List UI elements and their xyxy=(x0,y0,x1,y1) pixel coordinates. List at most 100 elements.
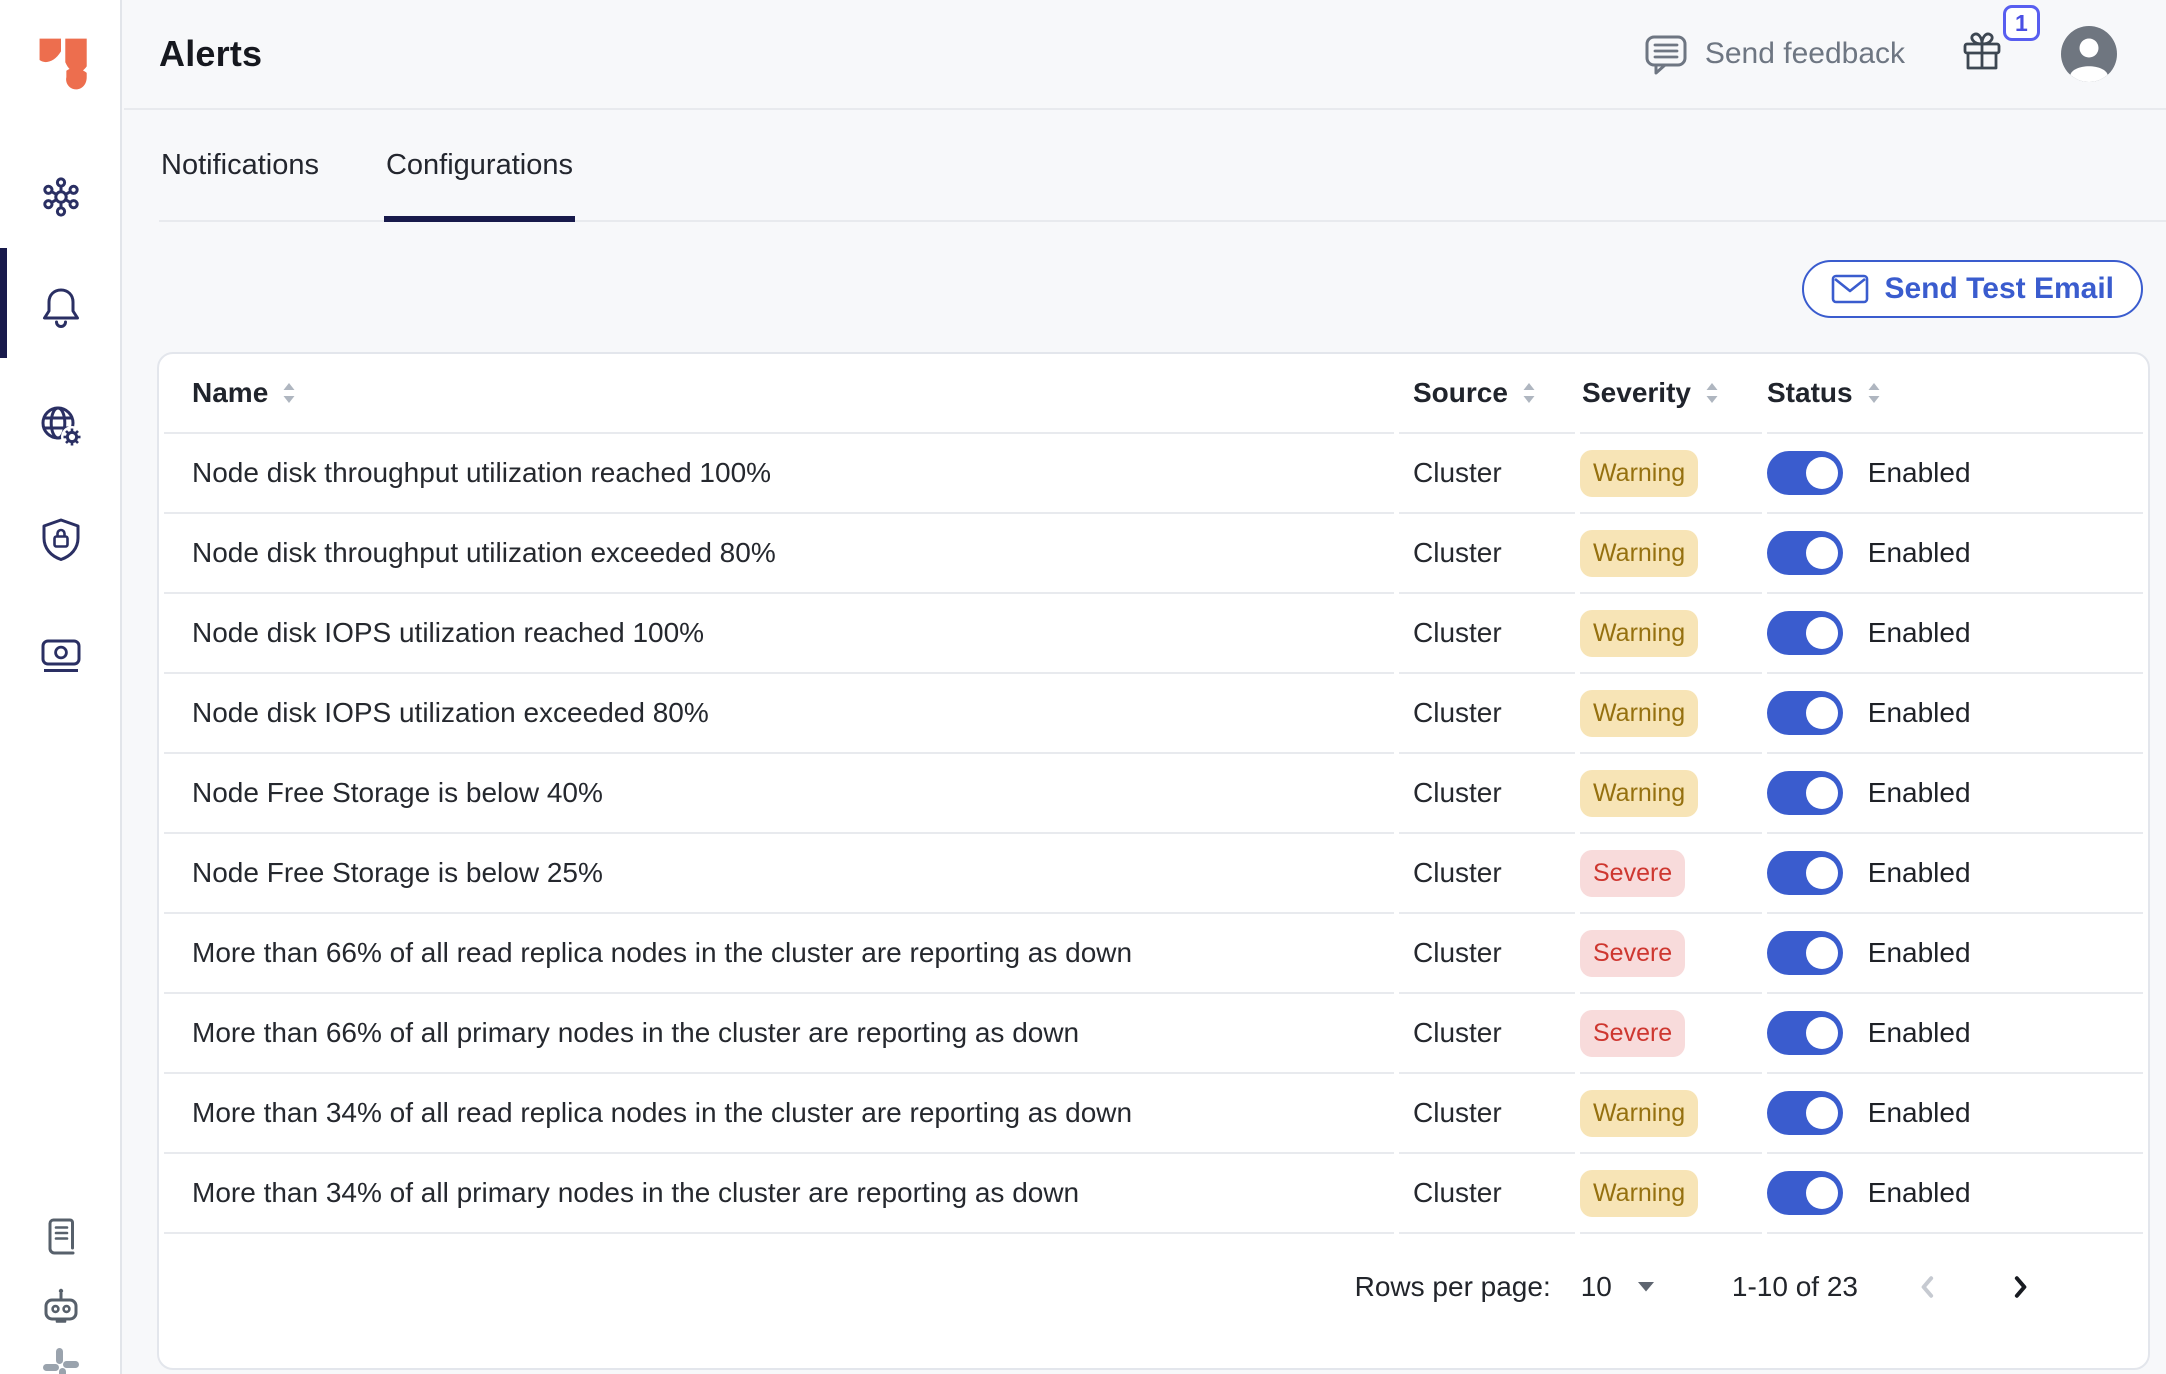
mail-icon xyxy=(1832,274,1869,304)
avatar[interactable] xyxy=(2061,26,2117,82)
alert-name: Node Free Storage is below 40% xyxy=(164,754,1394,834)
alerts-config-table-card: Name Source Severity Status xyxy=(157,352,2150,1370)
status-toggle[interactable] xyxy=(1767,771,1843,815)
table-row: More than 66% of all read replica nodes … xyxy=(164,914,2143,994)
table-row: Node Free Storage is below 40% Cluster W… xyxy=(164,754,2143,834)
alert-source: Cluster xyxy=(1399,594,1575,674)
status-label: Enabled xyxy=(1867,1177,1971,1208)
chevron-right-icon xyxy=(2014,1276,2027,1298)
status-toggle[interactable] xyxy=(1767,1011,1843,1055)
gift-count-badge: 1 xyxy=(2003,4,2040,41)
next-page-button[interactable] xyxy=(1998,1265,2042,1309)
sidebar xyxy=(0,0,122,1374)
sidebar-item-security[interactable] xyxy=(0,515,122,563)
rows-per-page-label: Rows per page: xyxy=(1354,1271,1551,1302)
status-toggle[interactable] xyxy=(1767,611,1843,655)
tab-notifications[interactable]: Notifications xyxy=(161,148,319,181)
status-toggle[interactable] xyxy=(1767,1171,1843,1215)
toggle-knob xyxy=(1806,457,1838,489)
dropdown-caret-icon xyxy=(1637,1282,1654,1292)
severity-badge: Severe xyxy=(1580,929,1686,977)
sort-icon xyxy=(1868,383,1880,403)
alert-name: Node disk throughput utilization reached… xyxy=(164,434,1394,514)
table-row: Node disk throughput utilization reached… xyxy=(164,434,2143,514)
sidebar-item-network[interactable] xyxy=(0,402,122,450)
table-row: More than 34% of all read replica nodes … xyxy=(164,1074,2143,1154)
pagination: Rows per page: 10 1-10 of 23 xyxy=(159,1232,2148,1368)
status-toggle[interactable] xyxy=(1767,851,1843,895)
severity-badge: Severe xyxy=(1580,1009,1686,1057)
docs-book-icon xyxy=(48,1218,75,1255)
status-label: Enabled xyxy=(1867,537,1971,568)
tabs: Notifications Configurations xyxy=(159,110,2166,222)
sidebar-item-support-bot[interactable] xyxy=(0,1283,122,1329)
table-row: More than 34% of all primary nodes in th… xyxy=(164,1154,2143,1234)
table-header-row: Name Source Severity Status xyxy=(164,354,2143,434)
status-label: Enabled xyxy=(1867,1017,1971,1048)
status-label: Enabled xyxy=(1867,937,1971,968)
gift-icon xyxy=(1963,32,2001,69)
tab-configurations[interactable]: Configurations xyxy=(383,110,575,222)
toggle-knob xyxy=(1806,937,1838,969)
rows-per-page-select[interactable]: 10 xyxy=(1581,1271,1654,1303)
previous-page-button[interactable] xyxy=(1906,1265,1950,1309)
pagination-range: 1-10 of 23 xyxy=(1731,1271,1858,1302)
column-header-source[interactable]: Source xyxy=(1413,377,1536,409)
alert-source: Cluster xyxy=(1399,914,1575,994)
severity-badge: Warning xyxy=(1580,769,1699,817)
table-row: Node disk throughput utilization exceede… xyxy=(164,514,2143,594)
alert-name: Node disk IOPS utilization exceeded 80% xyxy=(164,674,1394,754)
alert-name: Node disk IOPS utilization reached 100% xyxy=(164,594,1394,674)
status-label: Enabled xyxy=(1867,697,1971,728)
alert-name: More than 34% of all primary nodes in th… xyxy=(164,1154,1394,1234)
billing-icon xyxy=(41,639,81,672)
alert-name: Node disk throughput utilization exceede… xyxy=(164,514,1394,594)
rows-per-page-value: 10 xyxy=(1580,1271,1612,1302)
send-test-email-button[interactable]: Send Test Email xyxy=(1802,260,2143,318)
send-feedback-button[interactable]: Send feedback xyxy=(1643,31,1905,77)
alert-source: Cluster xyxy=(1399,1154,1575,1234)
sidebar-item-docs[interactable] xyxy=(0,1215,122,1259)
toggle-knob xyxy=(1806,617,1838,649)
toggle-knob xyxy=(1806,1017,1838,1049)
topbar: Alerts Send feedback xyxy=(124,0,2166,110)
alert-source: Cluster xyxy=(1399,994,1575,1074)
column-header-name[interactable]: Name xyxy=(192,377,296,409)
status-toggle[interactable] xyxy=(1767,1091,1843,1135)
toggle-knob xyxy=(1806,1177,1838,1209)
severity-badge: Severe xyxy=(1580,849,1686,897)
status-label: Enabled xyxy=(1867,457,1971,488)
yugabyte-logo[interactable] xyxy=(0,30,122,90)
severity-badge: Warning xyxy=(1580,689,1699,737)
sidebar-item-slack[interactable] xyxy=(0,1346,122,1374)
sort-icon xyxy=(1523,383,1535,403)
chevron-left-icon xyxy=(1921,1276,1934,1298)
column-header-status[interactable]: Status xyxy=(1767,377,1881,409)
sidebar-item-billing[interactable] xyxy=(0,629,122,677)
sidebar-item-alerts[interactable] xyxy=(0,283,122,331)
alerts-config-table: Name Source Severity Status xyxy=(159,354,2148,1234)
alert-source: Cluster xyxy=(1399,514,1575,594)
gift-button[interactable]: 1 xyxy=(1959,4,2040,80)
page-title: Alerts xyxy=(159,33,263,74)
toggle-knob xyxy=(1806,857,1838,889)
alert-source: Cluster xyxy=(1399,434,1575,514)
alert-source: Cluster xyxy=(1399,1074,1575,1154)
status-label: Enabled xyxy=(1867,857,1971,888)
sidebar-item-clusters[interactable] xyxy=(0,173,122,221)
status-toggle[interactable] xyxy=(1767,451,1843,495)
status-toggle[interactable] xyxy=(1767,691,1843,735)
status-label: Enabled xyxy=(1867,617,1971,648)
status-toggle[interactable] xyxy=(1767,931,1843,975)
alert-name: More than 66% of all primary nodes in th… xyxy=(164,994,1394,1074)
status-toggle[interactable] xyxy=(1767,531,1843,575)
alert-name: More than 34% of all read replica nodes … xyxy=(164,1074,1394,1154)
toggle-knob xyxy=(1806,537,1838,569)
column-header-severity[interactable]: Severity xyxy=(1582,377,1719,409)
alert-source: Cluster xyxy=(1399,834,1575,914)
toggle-knob xyxy=(1806,697,1838,729)
slack-icon xyxy=(43,1348,79,1374)
sort-icon xyxy=(283,383,295,403)
alert-source: Cluster xyxy=(1399,754,1575,834)
